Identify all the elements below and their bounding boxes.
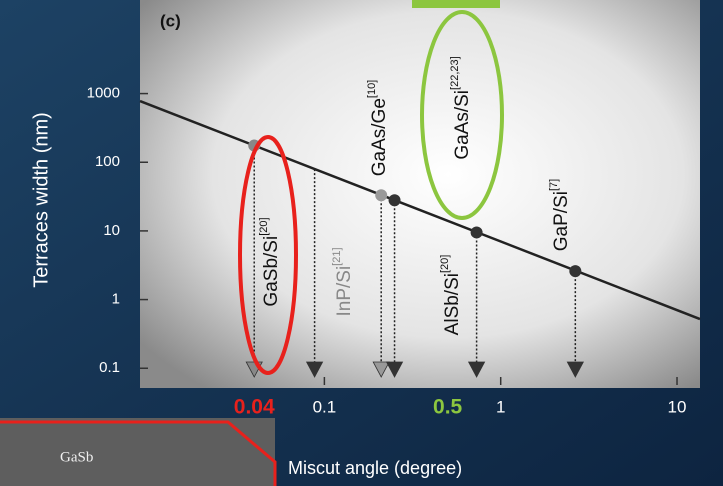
material-name: AlSb/Si <box>442 273 463 335</box>
y-tick-label: 10 <box>103 222 120 239</box>
highlight-tick-label: 0.04 <box>234 396 275 419</box>
trend-line <box>139 99 701 321</box>
material-name: GaAs/Si <box>452 90 473 160</box>
y-tick-label: 1 <box>112 291 120 308</box>
material-ref: [7] <box>548 179 560 191</box>
material-point <box>569 265 582 278</box>
inset-image <box>0 418 275 486</box>
material-ref: [20] <box>439 255 451 273</box>
green-ellipse <box>420 10 504 220</box>
material-label: InP/Si[21] <box>331 247 355 316</box>
material-ref: [21] <box>331 247 343 265</box>
plot-area <box>140 0 700 388</box>
inset-label: GaSb <box>60 449 93 465</box>
material-label: GaSb/Si[20] <box>258 217 282 306</box>
material-name: GaSb/Si <box>261 236 282 307</box>
material-name: GaAs/Ge <box>369 98 390 176</box>
y-tick-label: 1000 <box>87 85 120 102</box>
material-label: GaAs/Si[22,23] <box>449 56 473 159</box>
angle-marker <box>566 361 584 378</box>
y-tick-label: 0.1 <box>99 359 120 376</box>
y-tick-label: 100 <box>95 153 120 170</box>
material-ref: [20] <box>258 217 270 235</box>
green-tab <box>412 0 500 8</box>
material-label: GaAs/Ge[10] <box>366 80 390 177</box>
material-ref: [10] <box>366 80 378 98</box>
angle-marker <box>305 361 324 378</box>
angle-marker <box>372 361 390 378</box>
panel-label: (c) <box>160 11 181 30</box>
material-name: GaP/Si <box>551 191 572 251</box>
material-point <box>375 189 388 202</box>
material-name: InP/Si <box>334 266 355 317</box>
material-label: GaP/Si[7] <box>548 179 572 251</box>
material-point <box>470 226 483 239</box>
material-label: AlSb/Si[20] <box>439 255 463 336</box>
x-tick-label: 1 <box>496 397 505 416</box>
material-point <box>388 194 401 207</box>
angle-marker <box>385 361 404 378</box>
x-axis-label: Miscut angle (degree) <box>288 458 462 478</box>
y-axis-label: Terraces width (nm) <box>30 112 52 288</box>
inset-outline <box>0 420 277 486</box>
angle-marker <box>467 361 486 378</box>
red-ellipse <box>238 135 298 375</box>
material-ref: [22,23] <box>449 56 461 90</box>
x-tick-label: 10 <box>668 397 687 416</box>
highlight-tick-label: 0.5 <box>433 396 463 419</box>
x-tick-label: 0.1 <box>313 397 337 416</box>
